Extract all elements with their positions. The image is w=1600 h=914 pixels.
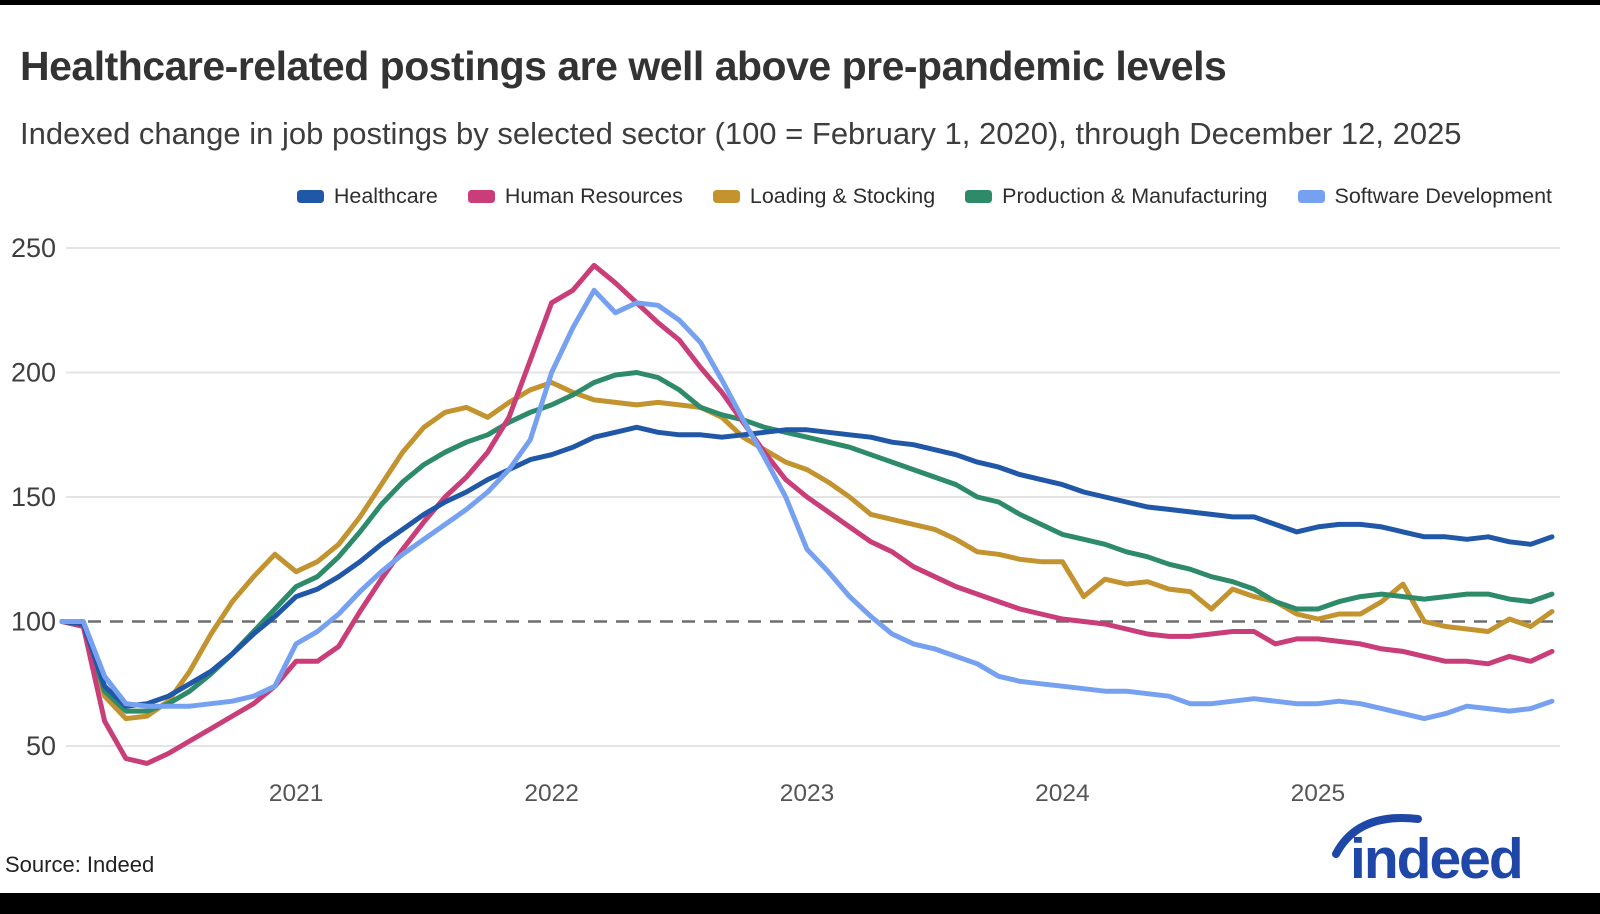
y-tick-label: 250	[11, 233, 56, 263]
legend-label: Software Development	[1334, 184, 1553, 208]
legend-label: Production & Manufacturing	[1002, 184, 1268, 208]
y-tick-label: 100	[11, 607, 56, 637]
plot-area: 250 200 150 100 50 2021 2022 2023 2024 2025	[11, 233, 1560, 807]
indeed-logo: indeed	[1332, 814, 1524, 890]
y-tick-label: 150	[11, 482, 56, 512]
top-black-bar	[0, 0, 1600, 5]
y-tick-label: 50	[26, 731, 56, 761]
legend-swatch-icon	[965, 190, 993, 203]
x-tick-label: 2022	[524, 780, 579, 807]
x-tick-label: 2025	[1291, 780, 1346, 807]
x-tick-label: 2021	[269, 780, 324, 807]
series-line-human-resources	[59, 262, 1555, 766]
legend-label: Human Resources	[504, 184, 683, 208]
legend-swatch-icon	[296, 190, 324, 203]
y-tick-label: 200	[11, 358, 56, 388]
legend-item-healthcare: Healthcare	[296, 184, 438, 209]
chart-legend: Healthcare Human Resources Loading & Stock…	[0, 184, 1552, 209]
x-tick-label: 2023	[780, 780, 835, 807]
source-note: Source: Indeed	[5, 852, 155, 877]
legend-item-loading-stocking: Loading & Stocking	[712, 184, 936, 209]
bottom-black-bar	[0, 893, 1600, 914]
indeed-logo-text: indeed	[1350, 827, 1522, 890]
series-line-software-development	[59, 287, 1555, 722]
legend-item-human-resources: Human Resources	[467, 184, 683, 209]
legend-swatch-icon	[1297, 190, 1325, 203]
series-line-loading-stocking	[59, 380, 1555, 722]
indeed-logo-arc-icon	[1332, 814, 1422, 858]
legend-item-production-manufacturing: Production & Manufacturing	[965, 184, 1268, 209]
legend-swatch-icon	[712, 190, 740, 203]
series-line-healthcare	[59, 424, 1555, 709]
x-tick-label: 2024	[1035, 780, 1090, 807]
legend-swatch-icon	[467, 190, 495, 203]
chart-subtitle: Indexed change in job postings by select…	[20, 116, 1462, 151]
legend-item-software-development: Software Development	[1297, 184, 1553, 209]
chart-title: Healthcare-related postings are well abo…	[20, 43, 1227, 90]
legend-label: Loading & Stocking	[749, 184, 936, 208]
legend-label: Healthcare	[333, 184, 438, 208]
series-line-production-manufacturing	[59, 370, 1555, 714]
